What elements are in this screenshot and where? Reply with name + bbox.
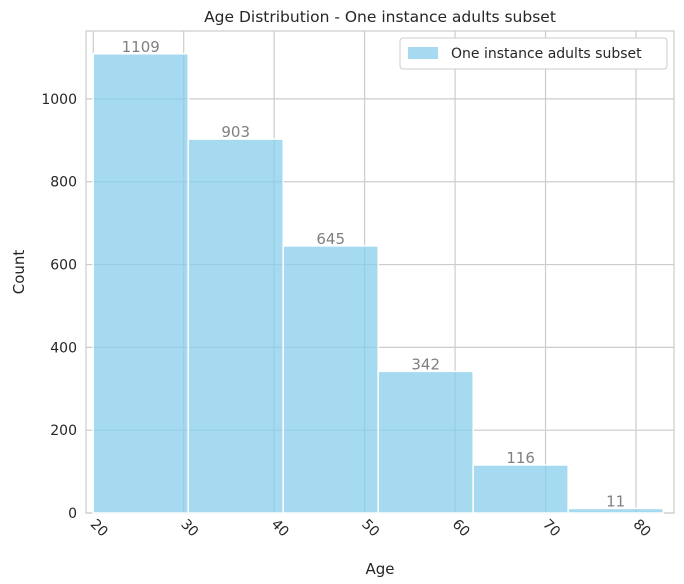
legend-swatch [408,47,438,59]
y-tick-label: 800 [50,175,77,191]
x-tick-label: 40 [268,516,292,540]
x-tick-label: 30 [177,516,201,540]
legend-box [399,37,668,70]
y-tick-label: 1000 [41,92,77,108]
bar [377,370,474,514]
chart-title: Age Distribution - One instance adults s… [204,8,556,26]
x-tick-label: 80 [630,516,654,540]
legend-label: One instance adults subset [451,46,642,62]
data-labels: 1109 903 645 342 116 11 [122,38,626,511]
bar [567,507,664,514]
y-tick-label: 0 [68,506,77,522]
x-tick-label: 20 [87,516,111,540]
y-axis-ticks: 0 200 400 600 800 1000 [41,92,77,522]
bar-value-label: 1109 [122,38,160,56]
x-tick-label: 70 [539,516,563,540]
bar-value-label: 11 [606,492,625,510]
bar-value-label: 903 [221,123,250,141]
bar [282,245,379,514]
y-tick-label: 600 [50,258,77,274]
x-axis-label: Age [365,560,394,578]
bar [472,464,569,514]
x-tick-label: 50 [358,516,382,540]
bar [187,138,284,514]
bars [92,53,664,514]
y-tick-label: 400 [50,340,77,356]
y-axis-label: Count [10,250,28,295]
bar-value-label: 645 [316,230,345,248]
legend: One instance adults subset [399,37,668,70]
bar-value-label: 342 [411,355,440,373]
x-axis-ticks: 20 30 40 50 60 70 80 [87,516,654,540]
y-tick-label: 200 [50,423,77,439]
bar-value-label: 116 [506,449,535,467]
x-tick-label: 60 [449,516,473,540]
bar [92,53,189,514]
